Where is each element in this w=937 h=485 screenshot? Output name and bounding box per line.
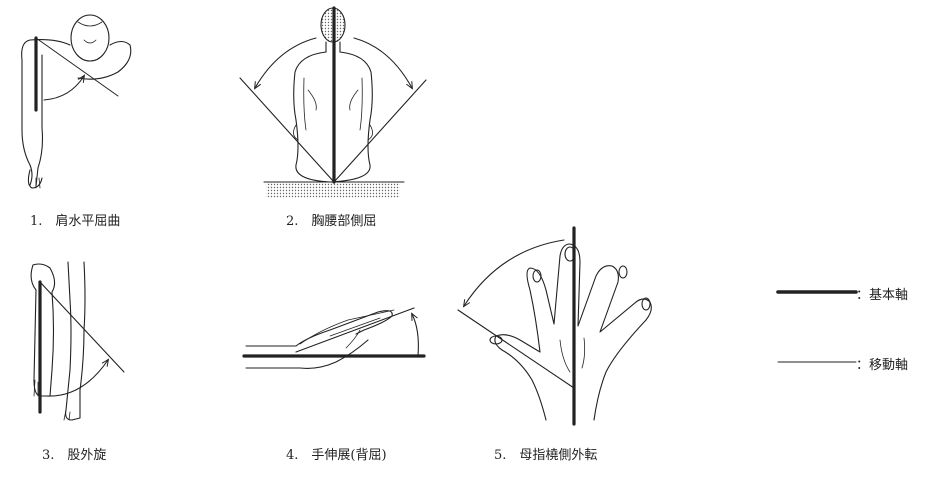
motion-arc-arrow <box>45 360 108 397</box>
hand-outline <box>494 243 652 421</box>
figure-4-wrist-extension <box>242 307 426 369</box>
motion-arc-arrow-right <box>353 37 412 88</box>
moving-axis-line <box>39 281 125 373</box>
moving-axis-line <box>457 309 575 389</box>
leg-side-view <box>65 261 86 421</box>
figure-5-thumb-radial-abduction <box>457 226 652 426</box>
figure-1-shoulder-horizontal-flexion <box>21 14 132 189</box>
figure-2-thoracolumbar-lateral-flexion <box>239 6 427 198</box>
caption-figure-4: 4. 手伸展(背屈) <box>286 448 387 463</box>
caption-figure-5: 5. 母指橈側外転 <box>494 448 598 463</box>
moving-axis-line <box>35 37 119 97</box>
figure-3-hip-external-rotation <box>30 261 125 421</box>
arm-outline <box>21 39 71 186</box>
forearm-lower-outline <box>245 339 369 369</box>
head-top-view <box>70 14 110 62</box>
moving-axis-line <box>295 307 415 353</box>
motion-arc-arrow <box>464 239 565 306</box>
floor <box>266 182 400 198</box>
legend-moving-axis-label: ：移動軸 <box>856 358 909 373</box>
caption-figure-2: 2. 胸腰部側屈 <box>286 214 377 229</box>
motion-arc-arrow <box>412 314 419 357</box>
leg-front-view <box>30 263 56 397</box>
caption-figure-3: 3. 股外旋 <box>42 448 107 463</box>
legend-basic-axis-label: ：基本軸 <box>856 288 909 303</box>
torso-outline <box>293 51 373 183</box>
moving-axis-line-left <box>239 77 335 183</box>
hand-upper-outline <box>245 310 393 347</box>
moving-axis-line-right <box>333 79 427 183</box>
motion-arc-arrow-left <box>255 37 317 88</box>
motion-arc-arrow <box>43 76 84 101</box>
caption-figure-1: 1. 肩水平屈曲 <box>30 214 121 229</box>
